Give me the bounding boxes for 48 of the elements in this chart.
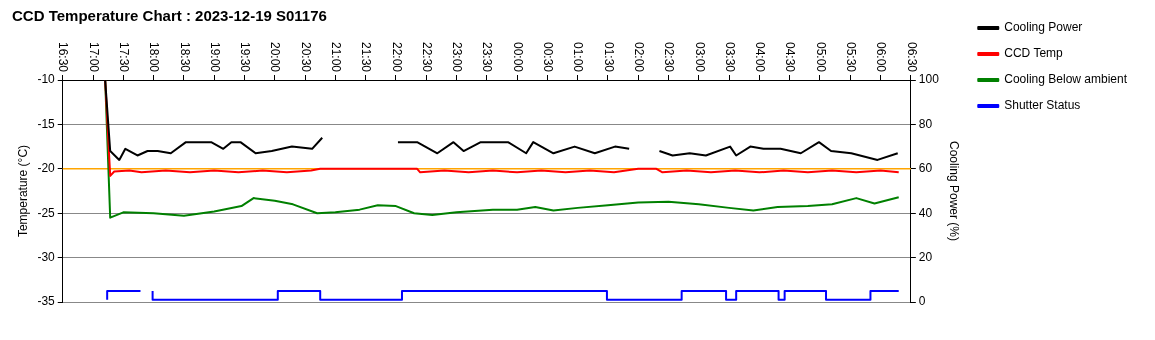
y-axis-title: Temperature (°C) [15,144,30,238]
y-tick-label: -30 [37,249,56,264]
x-tick-label: 20:00 [268,41,283,73]
legend-label: Shutter Status [1004,98,1081,113]
x-tick-label: 16:30 [56,41,71,73]
y-tick-label: -35 [37,294,56,309]
x-tick-label: 22:30 [419,41,434,73]
y2-axis-title: Cooling Power (%) [946,140,961,242]
y2-tick-label: 100 [918,72,940,87]
x-tick-label: 00:00 [510,41,525,73]
y2-tick-label: 20 [918,249,933,264]
y-tick-label: -10 [37,72,56,87]
x-tick-label: 01:30 [601,41,616,73]
y-tick-label: -20 [37,161,56,176]
x-tick-label: 01:00 [571,41,586,73]
x-tick-label: 17:00 [86,41,101,73]
x-tick-label: 23:30 [480,41,495,73]
x-tick-label: 00:30 [541,41,556,73]
y2-tick-label: 60 [918,161,933,176]
x-tick-label: 04:30 [783,41,798,73]
y2-tick-label: 80 [918,116,933,131]
x-tick-label: 23:00 [450,41,465,73]
x-tick-label: 21:30 [359,41,374,73]
x-tick-label: 17:30 [117,41,132,73]
x-tick-label: 05:30 [843,41,858,73]
y2-tick-label: 0 [918,294,926,309]
x-tick-label: 05:00 [813,41,828,73]
y2-tick-label: 40 [918,205,933,220]
x-tick-label: 06:30 [904,41,919,73]
legend-label: CCD Temp [1004,46,1064,61]
x-tick-label: 03:00 [692,41,707,73]
y-tick-label: -25 [37,205,56,220]
x-tick-label: 02:30 [662,41,677,73]
x-tick-label: 18:30 [177,41,192,73]
chart-title: CCD Temperature Chart : 2023-12-19 S01176 [12,7,327,25]
x-tick-label: 22:00 [389,41,404,73]
x-tick-label: 02:00 [631,41,646,73]
y-tick-label: -15 [37,116,56,131]
x-tick-label: 20:30 [298,41,313,73]
x-tick-label: 18:00 [147,41,162,73]
x-tick-label: 19:30 [238,41,253,73]
x-tick-label: 04:00 [753,41,768,73]
x-tick-label: 06:00 [874,41,889,73]
x-tick-label: 19:00 [207,41,222,73]
x-tick-label: 03:30 [722,41,737,73]
legend-label: Cooling Below ambient [1004,72,1128,87]
legend-label: Cooling Power [1004,20,1083,35]
x-tick-label: 21:00 [329,41,344,73]
